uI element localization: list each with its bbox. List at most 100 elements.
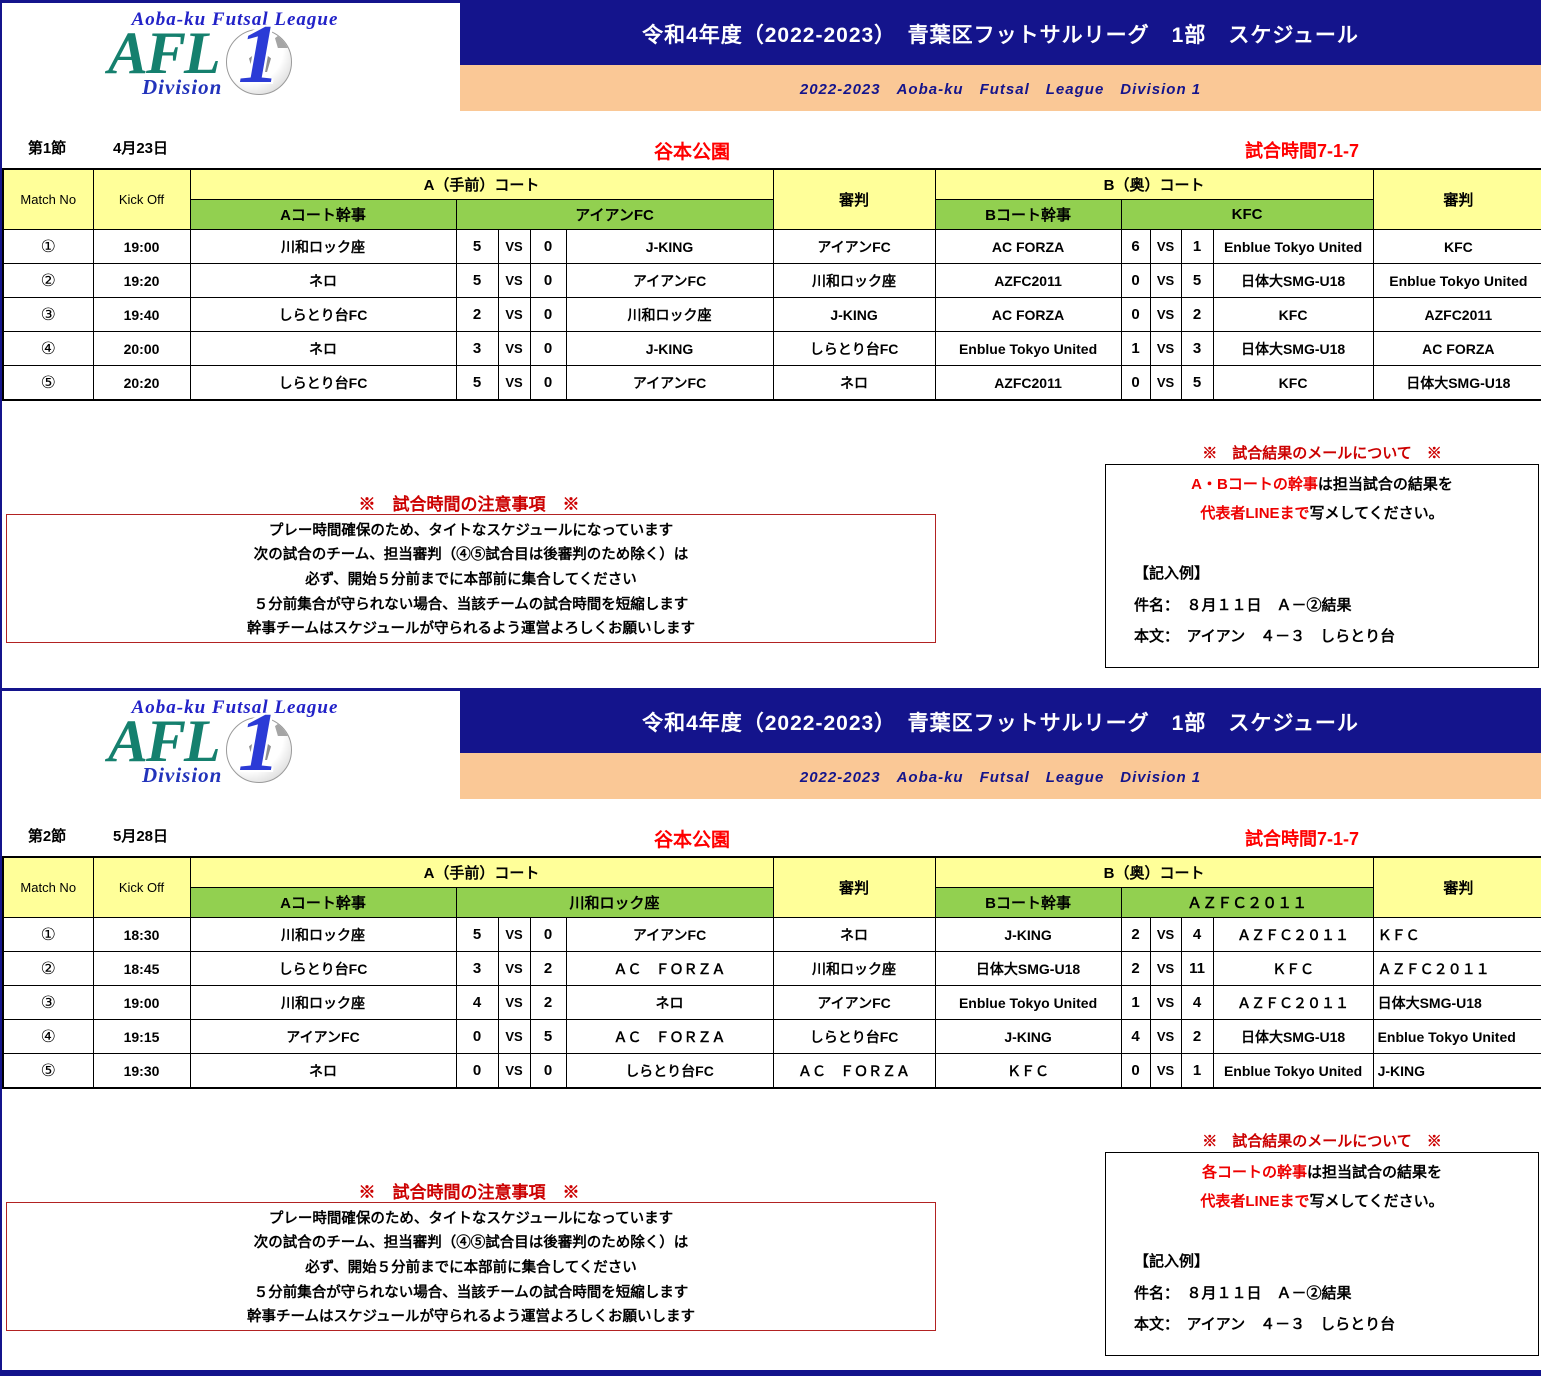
vs-label: VS bbox=[497, 1019, 531, 1054]
court-b-away-team: 日体大SMG-U18 bbox=[1212, 263, 1374, 298]
court-a-home-score: 2 bbox=[455, 297, 499, 332]
court-b-away-score: 1 bbox=[1180, 1053, 1214, 1089]
vs-label: VS bbox=[497, 331, 531, 366]
steward-b-label: Bコート幹事 bbox=[934, 199, 1122, 230]
note-line: 幹事チームはスケジュールが守られるよう運営よろしくお願いします bbox=[246, 1309, 696, 1326]
court-b-away-team: 日体大SMG-U18 bbox=[1212, 1019, 1374, 1054]
court-a-away-score: 2 bbox=[529, 985, 567, 1020]
court-b-away-team: ＡＺＦＣ２０１１ bbox=[1212, 985, 1374, 1020]
vs-label: VS bbox=[1149, 331, 1182, 366]
vs-label: VS bbox=[1149, 229, 1182, 264]
date-label: 4月23日 bbox=[112, 140, 169, 157]
court-b-away-team: Enblue Tokyo United bbox=[1212, 1053, 1374, 1089]
logo-afl-text: AFL bbox=[108, 20, 221, 86]
note-line: 次の試合のチーム、担当審判（④⑤試合目は後審判のため除く）は bbox=[253, 1235, 689, 1252]
court-a-home-score: 0 bbox=[455, 1053, 499, 1089]
court-a-home-score: 5 bbox=[455, 365, 499, 401]
note-line: プレー時間確保のため、タイトなスケジュールになっています bbox=[268, 1210, 674, 1227]
court-a-home-score: 4 bbox=[455, 985, 499, 1020]
court-b-away-score: 11 bbox=[1180, 951, 1214, 986]
court-a-referee: ネロ bbox=[772, 365, 936, 401]
court-b-away-score: 4 bbox=[1180, 917, 1214, 952]
logo-division-number: 1 bbox=[238, 8, 280, 101]
court-b-referee: AC FORZA bbox=[1372, 331, 1541, 366]
court-b-steward-team: ＡＺＦＣ２０１１ bbox=[1120, 887, 1374, 918]
court-a-referee: アイアンFC bbox=[772, 985, 936, 1020]
vs-label: VS bbox=[497, 365, 531, 401]
bottom-border-bar bbox=[2, 1370, 1541, 1376]
soccer-ball-icon bbox=[226, 29, 292, 95]
court-b-home-team: Enblue Tokyo United bbox=[934, 985, 1122, 1020]
match-row: ④ 20:00 ネロ 3 VS 0 J-KING しらとり台FC Enblue … bbox=[2, 331, 1541, 366]
col-header-referee-b: 審判 bbox=[1372, 168, 1541, 230]
logo-division-text: Division bbox=[142, 763, 223, 787]
col-header-referee-a: 審判 bbox=[772, 168, 936, 230]
example-subject: 件名： ８月１１日 Ａ－②結果 bbox=[1134, 1284, 1352, 1302]
court-b-home-score: 0 bbox=[1120, 263, 1151, 298]
court-b-home-score: 0 bbox=[1120, 1053, 1151, 1089]
match-row: ③ 19:00 川和ロック座 4 VS 2 ネロ アイアンFC Enblue T… bbox=[2, 985, 1541, 1020]
court-b-referee: AZFC2011 bbox=[1372, 297, 1541, 332]
mail-instruction-line: 代表者LINEまで写メしてください。 bbox=[1106, 1188, 1538, 1217]
court-a-home-team: ネロ bbox=[189, 1053, 457, 1089]
logo-division-number: 1 bbox=[238, 696, 280, 789]
logo-division-text: Division bbox=[142, 75, 223, 99]
round-2-section: Aoba-ku Futsal League AFL 1 Division 令和4… bbox=[2, 688, 1541, 1376]
match-row: ④ 19:15 アイアンFC 0 VS 5 ＡＣ ＦＯＲＺＡ しらとり台FC J… bbox=[2, 1019, 1541, 1054]
court-a-home-team: 川和ロック座 bbox=[189, 985, 457, 1020]
note-line: 幹事チームはスケジュールが守られるよう運営よろしくお願いします bbox=[246, 621, 696, 638]
subtitle-bar: 2022-2023 Aoba-ku Futsal League Division… bbox=[460, 753, 1541, 799]
match-row: ③ 19:40 しらとり台FC 2 VS 0 川和ロック座 J-KING AC … bbox=[2, 297, 1541, 332]
kickoff-time: 18:30 bbox=[92, 917, 191, 952]
court-b-home-team: AC FORZA bbox=[934, 229, 1122, 264]
kickoff-time: 19:20 bbox=[92, 263, 191, 298]
court-a-home-team: ネロ bbox=[189, 331, 457, 366]
court-b-away-score: 4 bbox=[1180, 985, 1214, 1020]
notes-title: ※ 試合時間の注意事項 ※ bbox=[358, 1183, 580, 1202]
soccer-ball-icon bbox=[226, 717, 292, 783]
court-b-home-score: 4 bbox=[1120, 1019, 1151, 1054]
vs-label: VS bbox=[497, 297, 531, 332]
court-b-home-team: J-KING bbox=[934, 1019, 1122, 1054]
kickoff-time: 18:45 bbox=[92, 951, 191, 986]
court-b-home-score: 6 bbox=[1120, 229, 1151, 264]
example-subject: 件名： ８月１１日 Ａ－②結果 bbox=[1134, 596, 1352, 614]
vs-label: VS bbox=[1149, 297, 1182, 332]
court-b-home-score: 2 bbox=[1120, 917, 1151, 952]
round-label: 第2節 bbox=[27, 828, 67, 845]
match-number: ① bbox=[2, 917, 94, 952]
court-a-referee: 川和ロック座 bbox=[772, 263, 936, 298]
court-a-away-team: 川和ロック座 bbox=[565, 297, 774, 332]
vs-label: VS bbox=[497, 229, 531, 264]
mail-instruction-line: 代表者LINEまで写メしてください。 bbox=[1106, 500, 1538, 529]
court-b-referee: ＫＦＣ bbox=[1372, 917, 1541, 952]
vs-label: VS bbox=[497, 1053, 531, 1089]
court-a-away-team: ネロ bbox=[565, 985, 774, 1020]
court-b-home-team: ＫＦＣ bbox=[934, 1053, 1122, 1089]
example-body: 本文： アイアン ４－３ しらとり台 bbox=[1134, 628, 1396, 645]
court-b-away-team: KFC bbox=[1212, 365, 1374, 401]
court-b-away-score: 3 bbox=[1180, 331, 1214, 366]
note-line: 必ず、開始５分前までに本部前に集合してください bbox=[305, 1259, 637, 1276]
court-a-away-score: 0 bbox=[529, 917, 567, 952]
note-line: プレー時間確保のため、タイトなスケジュールになっています bbox=[268, 522, 674, 539]
court-b-away-score: 2 bbox=[1180, 1019, 1214, 1054]
title-bar: 令和4年度（2022-2023） 青葉区フットサルリーグ 1部 スケジュール bbox=[460, 3, 1541, 65]
col-header-match-no: Match No bbox=[2, 856, 94, 918]
court-a-home-score: 3 bbox=[455, 951, 499, 986]
court-a-home-score: 0 bbox=[455, 1019, 499, 1054]
court-a-away-team: ＡＣ ＦＯＲＺＡ bbox=[565, 951, 774, 986]
kickoff-time: 19:30 bbox=[92, 1053, 191, 1089]
mail-example: 【記入例】 件名： ８月１１日 Ａ－②結果 本文： アイアン ４－３ しらとり台 bbox=[1106, 558, 1538, 653]
match-time-note: 試合時間7-1-7 bbox=[1244, 141, 1360, 161]
court-a-away-score: 0 bbox=[529, 263, 567, 298]
col-header-court-a: A（手前）コート bbox=[189, 168, 774, 200]
match-number: ⑤ bbox=[2, 365, 94, 401]
match-number: ① bbox=[2, 229, 94, 264]
steward-a-label: Aコート幹事 bbox=[189, 887, 457, 918]
match-row: ⑤ 19:30 ネロ 0 VS 0 しらとり台FC ＡＣ ＦＯＲＺＡ ＫＦＣ 0… bbox=[2, 1053, 1541, 1089]
court-b-home-score: 0 bbox=[1120, 297, 1151, 332]
court-a-referee: J-KING bbox=[772, 297, 936, 332]
court-a-home-score: 3 bbox=[455, 331, 499, 366]
col-header-kick-off: Kick Off bbox=[92, 168, 191, 230]
